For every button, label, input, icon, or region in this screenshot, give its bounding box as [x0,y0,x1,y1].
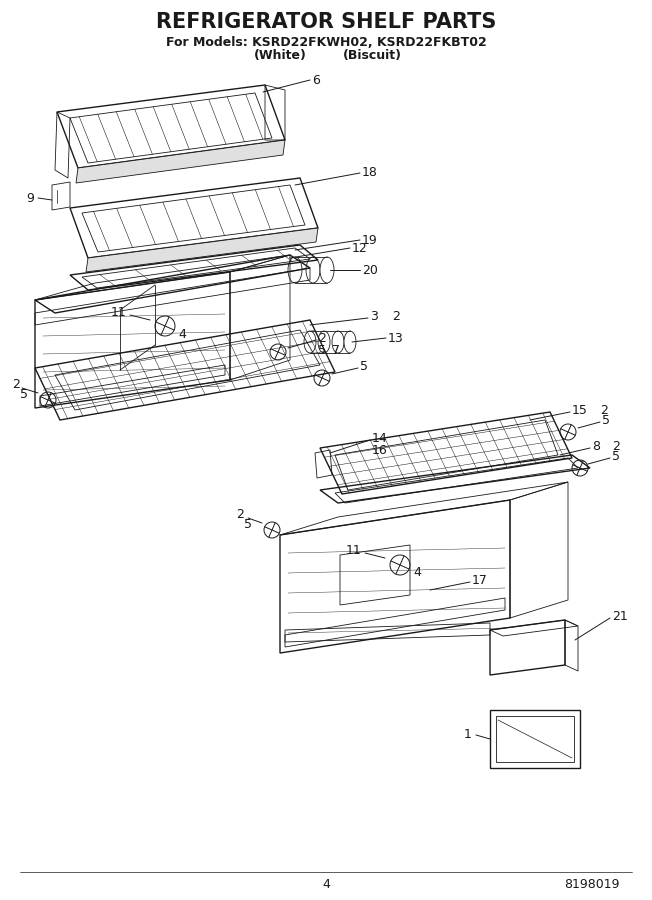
Text: 6: 6 [312,74,320,86]
Text: 13: 13 [388,331,404,345]
Text: 20: 20 [362,264,378,276]
Text: REFRIGERATOR SHELF PARTS: REFRIGERATOR SHELF PARTS [156,12,496,32]
Text: 5: 5 [602,413,610,427]
Text: 8: 8 [592,439,600,453]
Text: 4: 4 [413,566,421,580]
Text: 15: 15 [572,403,588,417]
Text: 11: 11 [346,544,361,557]
Text: 19: 19 [362,233,378,247]
Text: For Models: KSRD22FKWH02, KSRD22FKBT02: For Models: KSRD22FKWH02, KSRD22FKBT02 [166,35,486,49]
Text: 7: 7 [332,344,340,356]
Text: 3: 3 [370,310,378,322]
Polygon shape [76,140,285,183]
Text: 2: 2 [236,508,244,521]
Text: (Biscuit): (Biscuit) [342,50,402,62]
Text: 14: 14 [372,431,388,445]
Text: 1: 1 [464,728,472,742]
Text: 2: 2 [392,310,400,322]
Text: 4: 4 [178,328,186,340]
Text: 2: 2 [600,403,608,417]
Text: 18: 18 [362,166,378,179]
Text: 9: 9 [26,192,34,204]
Text: 5: 5 [612,449,620,463]
Ellipse shape [344,331,356,353]
Text: 11: 11 [110,307,126,320]
Text: 4: 4 [322,878,330,892]
Text: 12: 12 [352,241,368,255]
Text: 8198019: 8198019 [565,878,620,892]
Text: (White): (White) [254,50,306,62]
Text: 21: 21 [612,609,628,623]
Text: 5: 5 [20,389,28,401]
Text: 5: 5 [244,518,252,532]
Text: 17: 17 [472,573,488,587]
Text: 2: 2 [318,331,326,345]
Text: 2: 2 [12,379,20,392]
Text: 5: 5 [360,359,368,373]
Text: 5: 5 [318,344,326,356]
Text: 2: 2 [612,439,620,453]
Text: 16: 16 [372,444,388,456]
Polygon shape [86,228,318,272]
Ellipse shape [320,257,334,283]
